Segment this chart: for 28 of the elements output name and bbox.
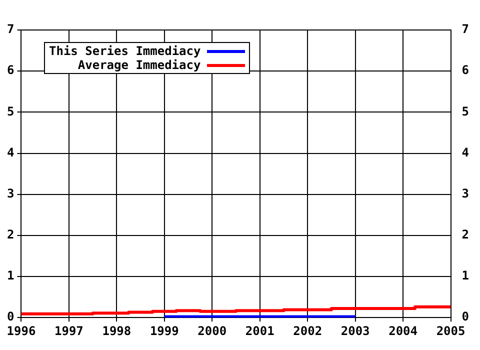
x-tick-label: 1996: [6, 324, 36, 338]
y-tick-label: 1: [6, 268, 14, 283]
x-tick-label: 2001: [245, 324, 274, 338]
y2-tick-label: 5: [462, 104, 470, 118]
y-tick-label: 5: [6, 104, 14, 118]
y2-tick-label: 6: [462, 63, 470, 78]
legend-label: This Series Immediacy: [49, 44, 201, 58]
x-tick-label: 2000: [198, 324, 227, 338]
y2-tick-label: 0: [462, 310, 470, 324]
y2-tick-label: 1: [462, 268, 470, 283]
y-tick-label: 6: [6, 63, 14, 78]
y2-tick-label: 4: [462, 145, 470, 160]
y-tick-label: 3: [6, 186, 14, 200]
y-tick-label: 4: [6, 145, 14, 160]
x-tick-label: 1997: [54, 324, 84, 338]
x-tick-label: 2005: [436, 324, 466, 338]
x-tick-label: 2004: [388, 324, 418, 338]
x-tick-label: 2003: [340, 324, 370, 338]
y-tick-label: 7: [6, 22, 14, 36]
y2-tick-label: 3: [462, 186, 470, 200]
legend-label: Average Immediacy: [78, 58, 201, 72]
y2-tick-label: 2: [462, 228, 470, 242]
y2-tick-label: 7: [462, 22, 470, 36]
x-tick-label: 1998: [102, 324, 132, 338]
x-tick-label: 2002: [293, 324, 322, 338]
x-tick-label: 1999: [150, 324, 179, 338]
y-tick-label: 0: [6, 310, 14, 324]
y-tick-label: 2: [6, 228, 14, 242]
